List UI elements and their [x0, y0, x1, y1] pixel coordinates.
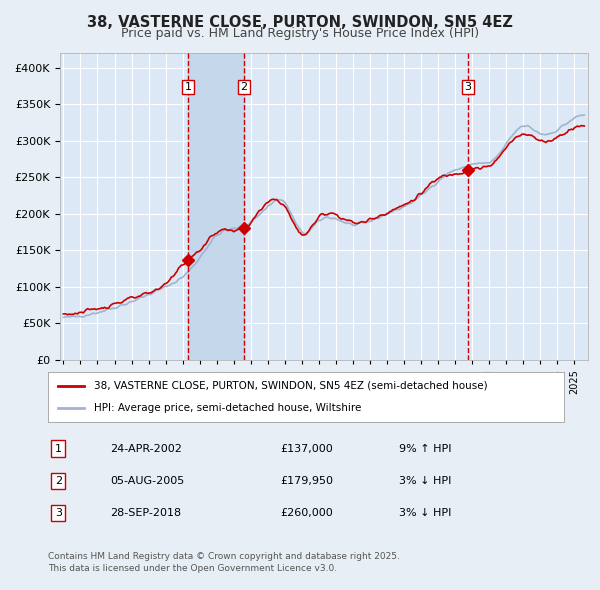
Bar	[188, 53, 244, 360]
Text: 9% ↑ HPI: 9% ↑ HPI	[399, 444, 451, 454]
Text: 2: 2	[240, 82, 247, 92]
Text: £137,000: £137,000	[280, 444, 333, 454]
Text: 38, VASTERNE CLOSE, PURTON, SWINDON, SN5 4EZ (semi-detached house): 38, VASTERNE CLOSE, PURTON, SWINDON, SN5…	[94, 381, 488, 391]
Text: £260,000: £260,000	[280, 508, 333, 518]
Text: HPI: Average price, semi-detached house, Wiltshire: HPI: Average price, semi-detached house,…	[94, 403, 362, 413]
Text: Contains HM Land Registry data © Crown copyright and database right 2025.
This d: Contains HM Land Registry data © Crown c…	[48, 552, 400, 573]
Text: 3% ↓ HPI: 3% ↓ HPI	[399, 508, 451, 518]
Text: 38, VASTERNE CLOSE, PURTON, SWINDON, SN5 4EZ: 38, VASTERNE CLOSE, PURTON, SWINDON, SN5…	[87, 15, 513, 30]
Text: £179,950: £179,950	[280, 476, 333, 486]
Text: 3: 3	[55, 508, 62, 518]
Text: 3: 3	[464, 82, 472, 92]
Text: 1: 1	[184, 82, 191, 92]
Text: 1: 1	[55, 444, 62, 454]
Text: 24-APR-2002: 24-APR-2002	[110, 444, 182, 454]
Text: Price paid vs. HM Land Registry's House Price Index (HPI): Price paid vs. HM Land Registry's House …	[121, 27, 479, 40]
Text: 3% ↓ HPI: 3% ↓ HPI	[399, 476, 451, 486]
Text: 05-AUG-2005: 05-AUG-2005	[110, 476, 184, 486]
Text: 2: 2	[55, 476, 62, 486]
Text: 28-SEP-2018: 28-SEP-2018	[110, 508, 181, 518]
